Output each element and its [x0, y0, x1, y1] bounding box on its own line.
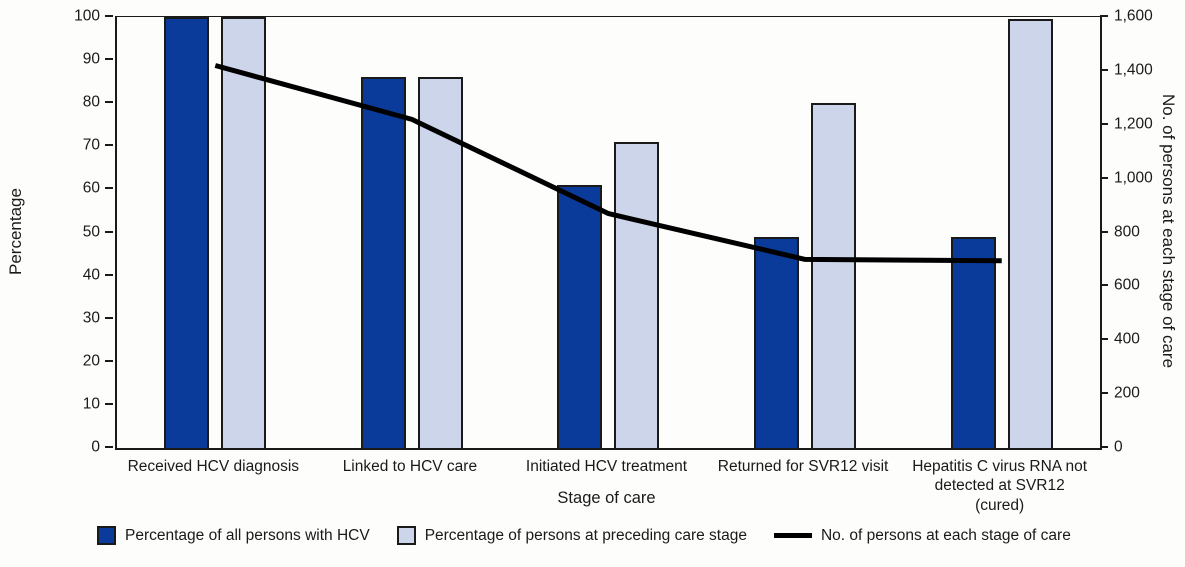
category-label: Linked to HCV care [342, 458, 478, 475]
bar-pct-all-persons [950, 236, 996, 448]
legend-bar-swatch [396, 526, 416, 545]
legend-item: No. of persons at each stage of care [773, 526, 1071, 545]
legend-label: Percentage of all persons with HCV [125, 526, 370, 544]
left-axis-tick [105, 402, 113, 405]
left-axis-tick-label: 20 [82, 352, 100, 370]
left-axis-title: Percentage [6, 188, 25, 275]
left-axis-tick [105, 187, 113, 190]
bar-pct-preceding-stage [1007, 19, 1053, 448]
left-axis-tick [105, 316, 113, 319]
right-axis-tick-label: 1,200 [1114, 115, 1153, 132]
left-axis-tick-label: 70 [82, 136, 100, 154]
left-axis-tick [105, 144, 113, 147]
right-axis-tick [1100, 68, 1108, 71]
left-axis-tick-label: 90 [82, 50, 100, 68]
right-axis-tick [1100, 446, 1108, 448]
right-axis-tick-label: 1,000 [1114, 168, 1153, 186]
left-axis-tick [105, 230, 113, 233]
right-axis-tick [1100, 392, 1108, 395]
bar-group [903, 17, 1100, 448]
left-axis-tick-label: 80 [82, 93, 100, 111]
bar-group [707, 17, 904, 448]
left-axis-tick-label: 60 [82, 179, 100, 197]
legend: Percentage of all persons with HCV Percen… [97, 526, 1071, 545]
left-axis-tick [105, 58, 113, 61]
legend-bar-swatch [97, 526, 116, 545]
bar-pct-all-persons [557, 185, 603, 448]
bar-pct-all-persons [754, 236, 800, 448]
right-axis-tick-label: 1,400 [1114, 61, 1153, 79]
bar-pct-preceding-stage [221, 17, 267, 448]
bar-group [117, 17, 314, 448]
bar-group [314, 17, 511, 448]
right-axis-tick-label: 800 [1114, 222, 1140, 240]
left-axis-tick [105, 359, 113, 362]
right-axis-tick-label: 400 [1114, 330, 1140, 348]
legend-item: Percentage of all persons with HCV [97, 526, 370, 545]
category-label: Returned for SVR12 visit [717, 458, 889, 475]
left-axis-tick-label: 0 [91, 438, 100, 456]
category-label: Hepatitis C virus RNA not detected at SV… [912, 458, 1088, 514]
left-axis-tick-label: 40 [82, 265, 100, 283]
right-axis-tick [1100, 338, 1108, 341]
right-axis-tick [1100, 15, 1108, 17]
right-axis-tick [1100, 122, 1108, 125]
right-axis-title: No. of persons at each stage of care [1159, 94, 1178, 369]
left-axis-tick [105, 273, 113, 276]
left-axis-tick-label: 50 [82, 222, 100, 240]
legend-label: No. of persons at each stage of care [820, 526, 1071, 544]
left-axis-tick [105, 15, 113, 17]
x-axis-title: Stage of care [557, 489, 656, 507]
left-axis-tick [105, 101, 113, 104]
left-axis-tick-label: 100 [74, 7, 100, 25]
category-label: Initiated HCV treatment [525, 458, 688, 475]
left-axis-tick [105, 446, 113, 448]
plot-area [115, 16, 1102, 450]
bar-pct-all-persons [360, 77, 406, 448]
bar-group [510, 17, 707, 448]
bar-pct-preceding-stage [614, 142, 660, 448]
right-axis-tick-label: 600 [1114, 276, 1140, 294]
left-axis-tick-label: 30 [82, 308, 100, 326]
legend-line-swatch [773, 533, 812, 538]
right-axis-tick [1100, 230, 1108, 233]
right-axis-tick-label: 200 [1114, 384, 1140, 402]
right-axis-tick [1100, 284, 1108, 287]
legend-item: Percentage of persons at preceding care … [396, 526, 747, 545]
right-axis-tick [1100, 176, 1108, 179]
left-axis-tick-label: 10 [82, 395, 100, 413]
category-label-row: Received HCV diagnosis Linked to HCV care… [115, 457, 1098, 515]
legend-label: Percentage of persons at preceding care … [424, 526, 747, 544]
bar-pct-preceding-stage [417, 77, 463, 448]
bar-pct-all-persons [164, 17, 210, 448]
right-axis-tick-label: 0 [1114, 438, 1123, 456]
bar-pct-preceding-stage [811, 103, 857, 448]
category-label: Received HCV diagnosis [127, 458, 300, 475]
right-axis-tick-label: 1,600 [1114, 7, 1153, 25]
